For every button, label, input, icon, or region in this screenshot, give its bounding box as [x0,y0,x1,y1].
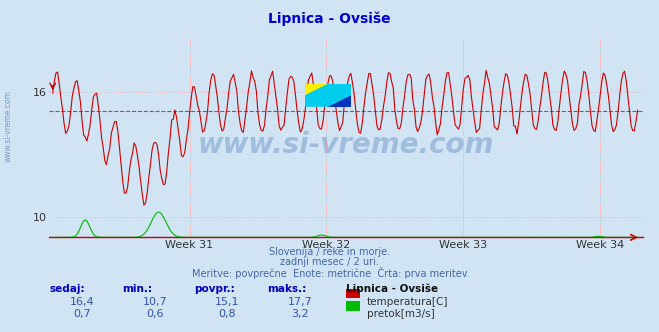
Polygon shape [305,84,351,107]
Text: Lipnica - Ovsiše: Lipnica - Ovsiše [268,12,391,26]
Text: www.si-vreme.com: www.si-vreme.com [3,90,13,162]
Text: zadnji mesec / 2 uri.: zadnji mesec / 2 uri. [280,257,379,267]
Text: 0,6: 0,6 [146,309,163,319]
Text: 0,7: 0,7 [74,309,91,319]
FancyBboxPatch shape [328,95,351,107]
Text: Meritve: povprečne  Enote: metrične  Črta: prva meritev: Meritve: povprečne Enote: metrične Črta:… [192,267,467,279]
Text: min.:: min.: [122,284,152,294]
FancyBboxPatch shape [305,84,328,95]
Text: sedaj:: sedaj: [49,284,85,294]
Text: 15,1: 15,1 [215,297,240,307]
Text: povpr.:: povpr.: [194,284,235,294]
Text: Lipnica - Ovsiše: Lipnica - Ovsiše [346,284,438,294]
Text: pretok[m3/s]: pretok[m3/s] [367,309,435,319]
Text: 17,7: 17,7 [287,297,312,307]
Text: 16,4: 16,4 [70,297,95,307]
Text: Slovenija / reke in morje.: Slovenija / reke in morje. [269,247,390,257]
Text: 3,2: 3,2 [291,309,308,319]
Text: maks.:: maks.: [267,284,306,294]
Text: temperatura[C]: temperatura[C] [367,297,449,307]
Text: 10,7: 10,7 [142,297,167,307]
Text: 0,8: 0,8 [219,309,236,319]
Text: www.si-vreme.com: www.si-vreme.com [198,130,494,159]
